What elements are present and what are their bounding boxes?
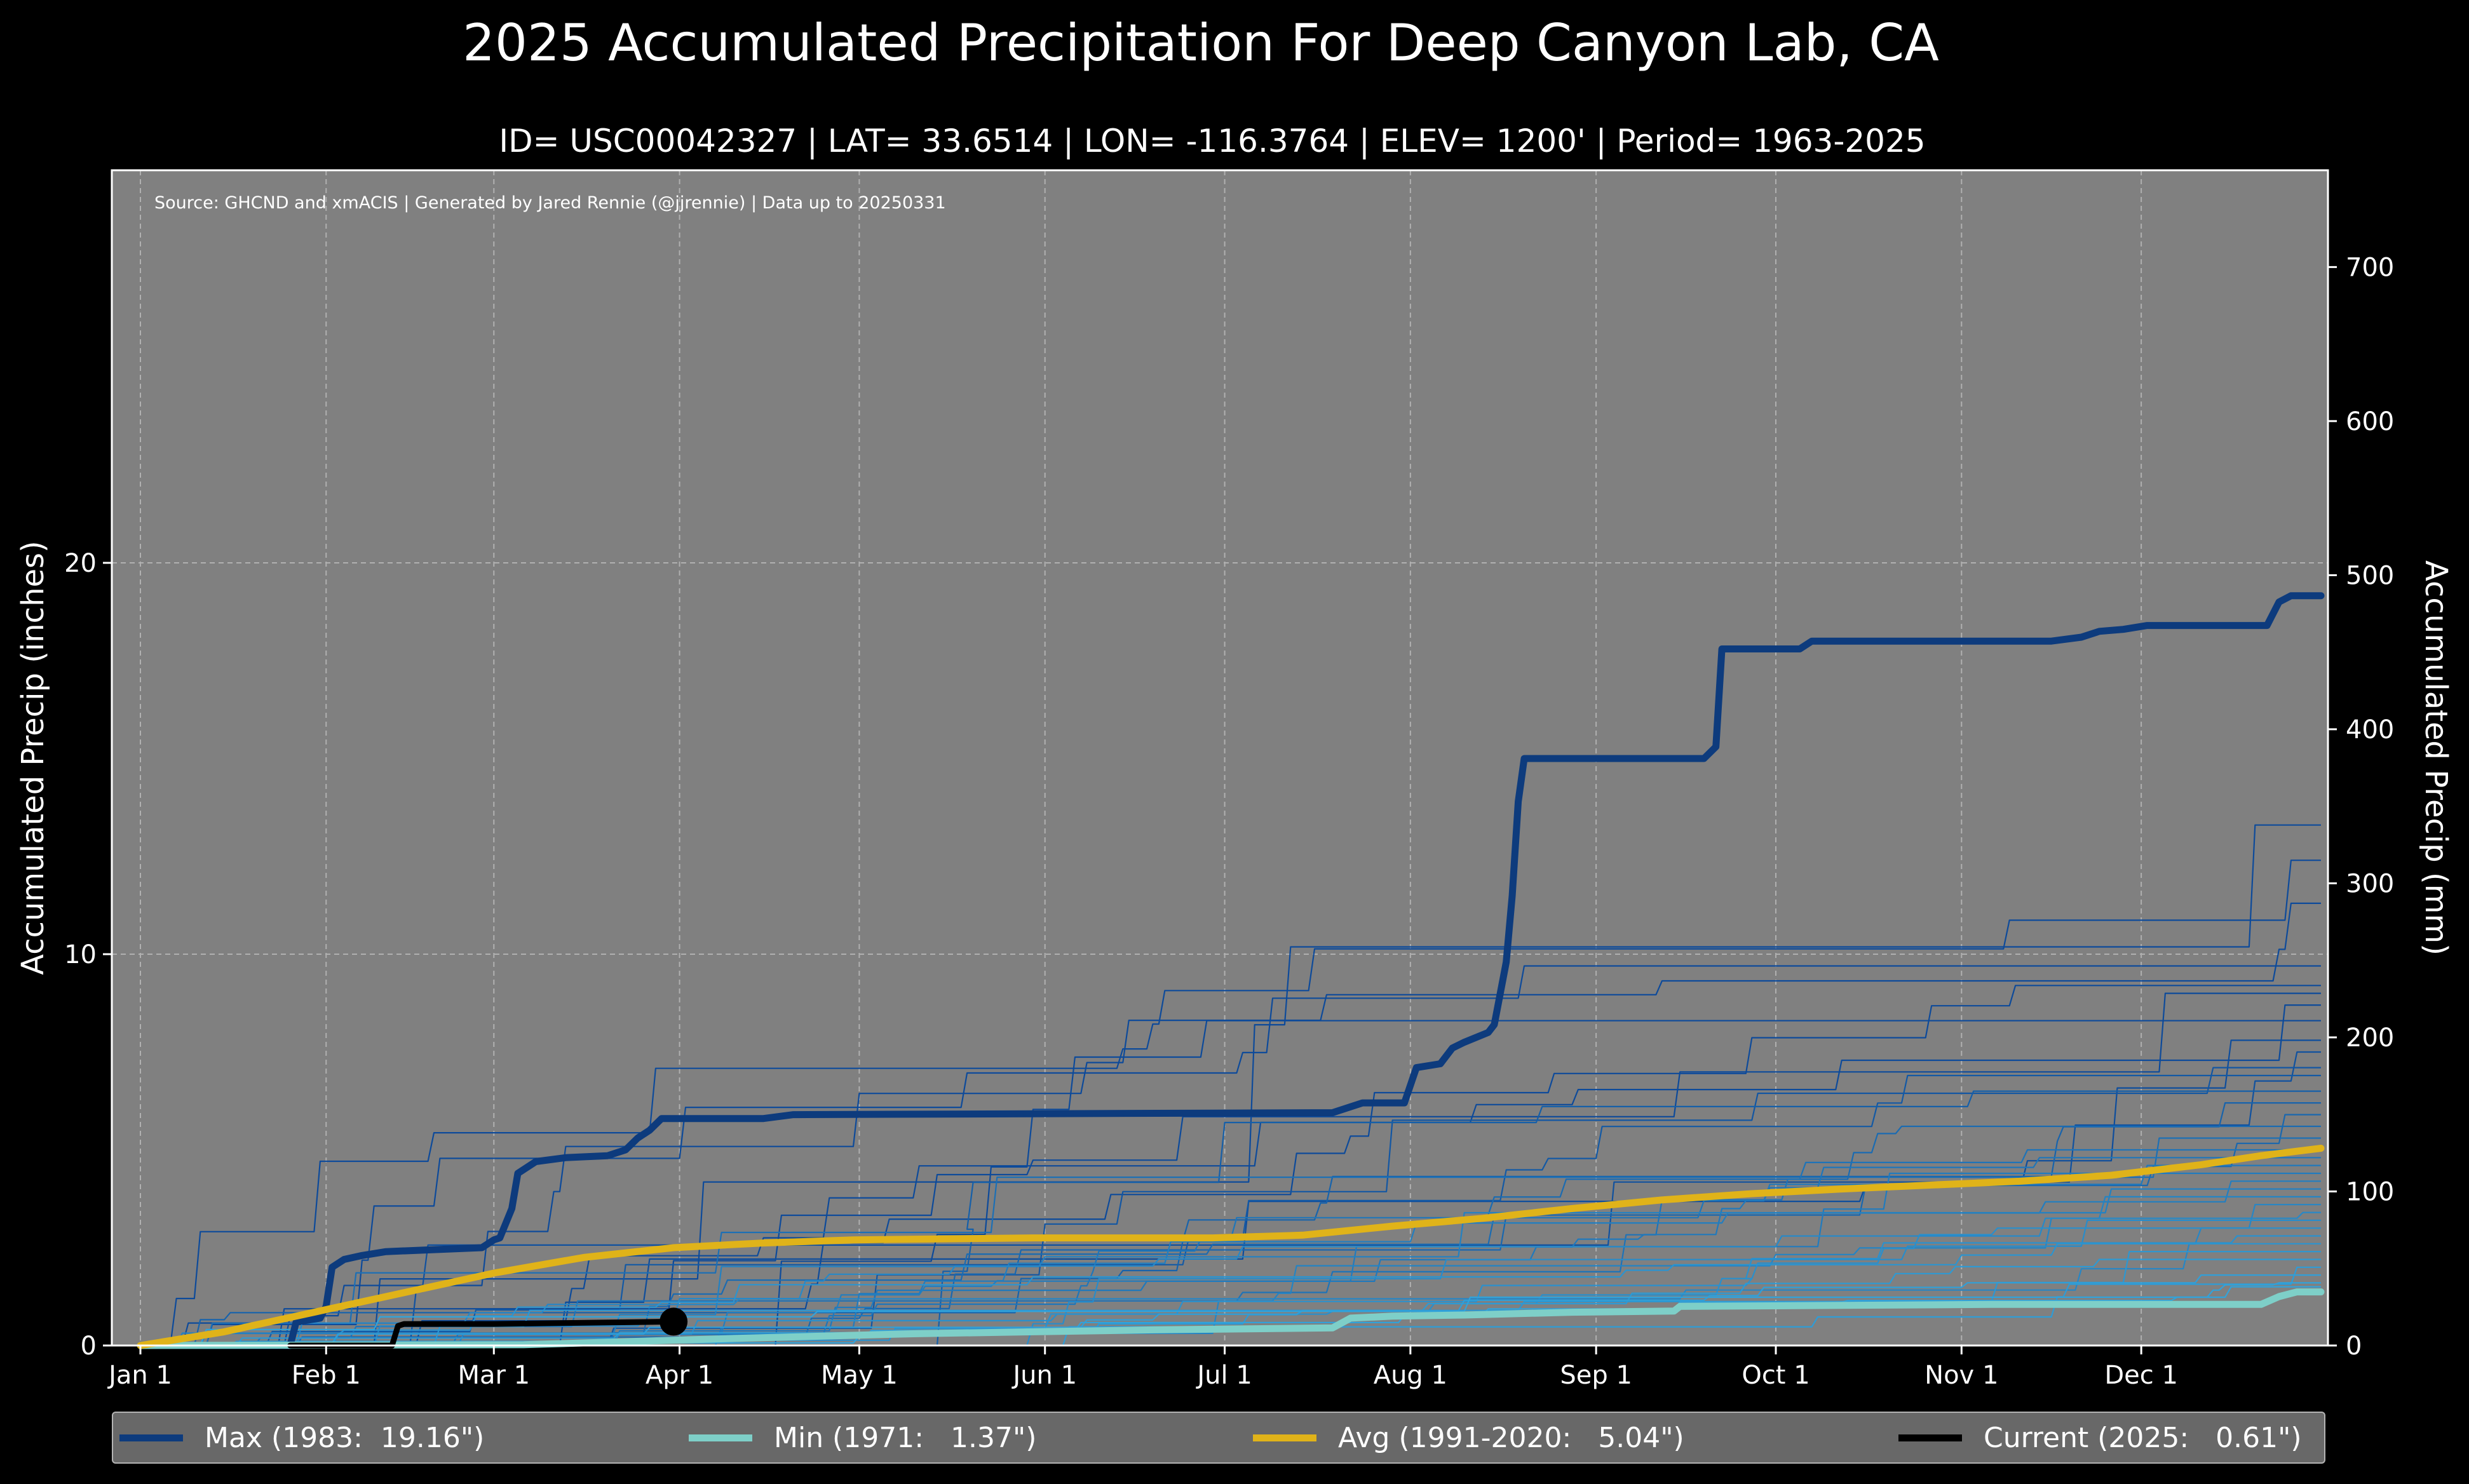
y-axis-label-right: Accumulated Precip (mm) — [2418, 560, 2454, 955]
history-year-line — [140, 1067, 2321, 1347]
history-year-line — [140, 1243, 2321, 1347]
legend-label: Max (1983: 19.16") — [205, 1421, 485, 1454]
legend-item-current: Current (2025: 0.61") — [1898, 1413, 2302, 1462]
history-year-line — [140, 1039, 2321, 1347]
x-tick-label: Feb 1 — [292, 1361, 361, 1390]
legend-swatch — [1253, 1434, 1316, 1441]
history-year-line — [140, 824, 2321, 1347]
history-year-line — [140, 965, 2321, 1347]
x-tick-label: Sep 1 — [1560, 1361, 1632, 1390]
legend-label: Min (1971: 1.37") — [774, 1421, 1037, 1454]
y-tick-label-right: 100 — [2346, 1177, 2394, 1206]
history-year-line — [140, 1219, 2321, 1347]
x-tick-label: Jun 1 — [1011, 1361, 1077, 1390]
history-year-line — [140, 902, 2321, 1347]
current-endpoint-marker — [660, 1307, 688, 1336]
legend: Max (1983: 19.16") Min (1971: 1.37") Avg (… — [112, 1412, 2325, 1464]
chart-subtitle: ID= USC00042327 | LAT= 33.6514 | LON= -1… — [499, 123, 1926, 159]
legend-item-avg: Avg (1991-2020: 5.04") — [1253, 1413, 1684, 1462]
series-line-avg — [137, 1145, 2325, 1349]
y-tick-label-right: 600 — [2346, 407, 2394, 436]
x-tick-label: May 1 — [821, 1361, 898, 1390]
axes: Jan 1 Feb 1 Mar 1 Apr 1 May 1 Jun 1 Jul 1 Aug 1… — [64, 253, 2394, 1390]
y-tick-label-left: 10 — [64, 940, 97, 969]
history-year-line — [140, 1149, 2321, 1347]
legend-label: Current (2025: 0.61") — [1984, 1421, 2302, 1454]
y-tick-label-right: 200 — [2346, 1023, 2394, 1053]
x-tick-label: Mar 1 — [457, 1361, 530, 1390]
x-tick-label: Jul 1 — [1195, 1361, 1252, 1390]
x-tick-label: Dec 1 — [2104, 1361, 2178, 1390]
history-year-line — [140, 1004, 2321, 1347]
y-tick-label-left: 0 — [81, 1332, 97, 1361]
y-tick-label-right: 300 — [2346, 869, 2394, 898]
x-tick-label: Jan 1 — [107, 1361, 172, 1390]
source-note: Source: GHCND and xmACIS | Generated by … — [154, 193, 946, 213]
legend-item-min: Min (1971: 1.37") — [689, 1413, 1036, 1462]
history-year-line — [140, 1188, 2321, 1347]
y-tick-label-right: 700 — [2346, 253, 2394, 282]
history-year-line — [140, 1090, 2321, 1347]
main-series — [137, 592, 2325, 1349]
history-year-line — [140, 860, 2321, 1347]
x-tick-label: Oct 1 — [1742, 1361, 1809, 1390]
series-line-min — [137, 1288, 2325, 1349]
history-year-line — [140, 1102, 2321, 1347]
history-year-line — [140, 1180, 2321, 1347]
x-tick-label: Nov 1 — [1924, 1361, 1998, 1390]
series-line-max — [137, 592, 2325, 1349]
chart-title: 2025 Accumulated Precipitation For Deep … — [463, 13, 1939, 72]
y-tick-label-left: 20 — [64, 549, 97, 578]
history-year-line — [140, 1251, 2321, 1347]
y-tick-label-right: 0 — [2346, 1332, 2362, 1361]
history-year-line — [140, 1020, 2321, 1347]
legend-item-max: Max (1983: 19.16") — [119, 1413, 484, 1462]
legend-swatch — [689, 1434, 752, 1441]
legend-swatch — [1898, 1434, 1962, 1441]
x-tick-label: Apr 1 — [646, 1361, 714, 1390]
plot-frame — [111, 169, 2329, 1347]
x-tick-label: Aug 1 — [1374, 1361, 1447, 1390]
legend-swatch — [119, 1434, 183, 1441]
history-year-line — [140, 1235, 2321, 1347]
y-axis-label-left: Accumulated Precip (inches) — [15, 541, 51, 975]
legend-label: Avg (1991-2020: 5.04") — [1338, 1421, 1684, 1454]
history-year-line — [140, 1074, 2321, 1347]
y-tick-label-right: 500 — [2346, 561, 2394, 590]
y-tick-label-right: 400 — [2346, 715, 2394, 745]
plot-area — [112, 170, 2328, 1346]
